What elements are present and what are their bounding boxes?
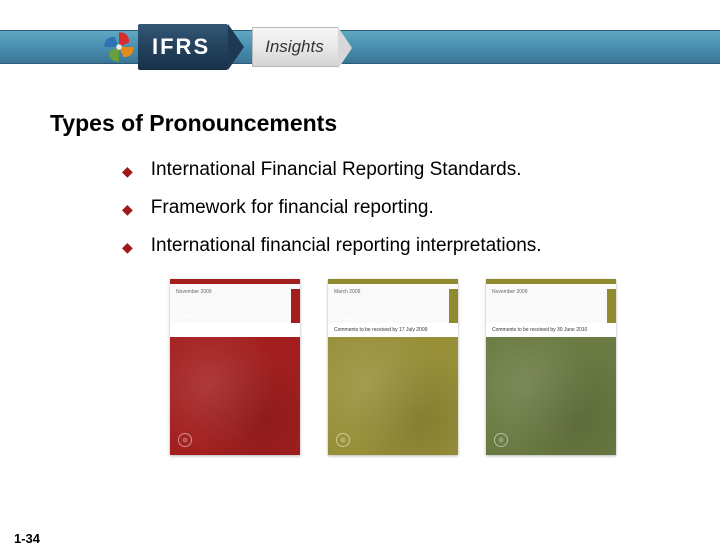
- cover-date: March 2009: [334, 289, 360, 295]
- bullet-text: Framework for financial reporting.: [151, 197, 434, 219]
- logo-block: IFRS Insights: [96, 20, 338, 74]
- list-item: ◆ Framework for financial reporting.: [122, 197, 670, 219]
- cover-logo-icon: [336, 433, 350, 447]
- ifrs-badge-text: IFRS: [152, 34, 210, 60]
- insights-badge-text: Insights: [265, 37, 324, 57]
- document-cover: March 2009 Leases Comments to be receive…: [328, 279, 458, 455]
- bullet-text: International financial reporting interp…: [151, 235, 542, 257]
- content-area: Types of Pronouncements ◆ International …: [0, 78, 720, 455]
- cover-title-text: Leases: [337, 315, 356, 321]
- list-item: ◆ International financial reporting inte…: [122, 235, 670, 257]
- page-number: 1-34: [14, 531, 40, 546]
- cover-logo-icon: [178, 433, 192, 447]
- ifrs-badge: IFRS: [138, 24, 228, 70]
- page-title: Types of Pronouncements: [50, 110, 670, 137]
- cover-title-band: IFRS 9 Financial Instruments: [176, 314, 286, 323]
- cover-accent-stripe: [291, 289, 300, 323]
- cover-subtitle: [170, 323, 300, 337]
- cover-row: November 2009 IFRS 9 Financial Instrumen…: [50, 279, 670, 455]
- cover-accent-stripe: [607, 289, 616, 323]
- cover-title-text: IFRS 9 Financial Instruments: [179, 315, 256, 321]
- cover-header: November 2009 Financial Instruments: Amo…: [486, 279, 616, 323]
- cover-date: November 2009: [492, 289, 528, 295]
- diamond-bullet-icon: ◆: [122, 201, 133, 218]
- cover-date: November 2009: [176, 289, 212, 295]
- cover-body: [170, 337, 300, 455]
- diamond-bullet-icon: ◆: [122, 163, 133, 180]
- header: IFRS Insights: [0, 20, 720, 78]
- document-cover: November 2009 IFRS 9 Financial Instrumen…: [170, 279, 300, 455]
- list-item: ◆ International Financial Reporting Stan…: [122, 159, 670, 181]
- pinwheel-icon: [96, 24, 142, 70]
- cover-body: [328, 337, 458, 455]
- cover-subtitle: Comments to be received by 17 July 2009: [328, 323, 458, 337]
- cover-title-band: Financial Instruments: Amortised Cost an…: [492, 314, 602, 323]
- bullet-list: ◆ International Financial Reporting Stan…: [50, 159, 670, 257]
- cover-accent-stripe: [449, 289, 458, 323]
- cover-header: March 2009 Leases: [328, 279, 458, 323]
- document-cover: November 2009 Financial Instruments: Amo…: [486, 279, 616, 455]
- cover-title-text: Financial Instruments: Amortised Cost an…: [495, 315, 596, 323]
- cover-body: [486, 337, 616, 455]
- cover-title-band: Leases: [334, 314, 444, 323]
- diamond-bullet-icon: ◆: [122, 239, 133, 256]
- insights-badge: Insights: [252, 27, 338, 67]
- bullet-text: International Financial Reporting Standa…: [151, 159, 522, 181]
- cover-logo-icon: [494, 433, 508, 447]
- cover-subtitle: Comments to be received by 30 June 2010: [486, 323, 616, 337]
- cover-header: November 2009 IFRS 9 Financial Instrumen…: [170, 279, 300, 323]
